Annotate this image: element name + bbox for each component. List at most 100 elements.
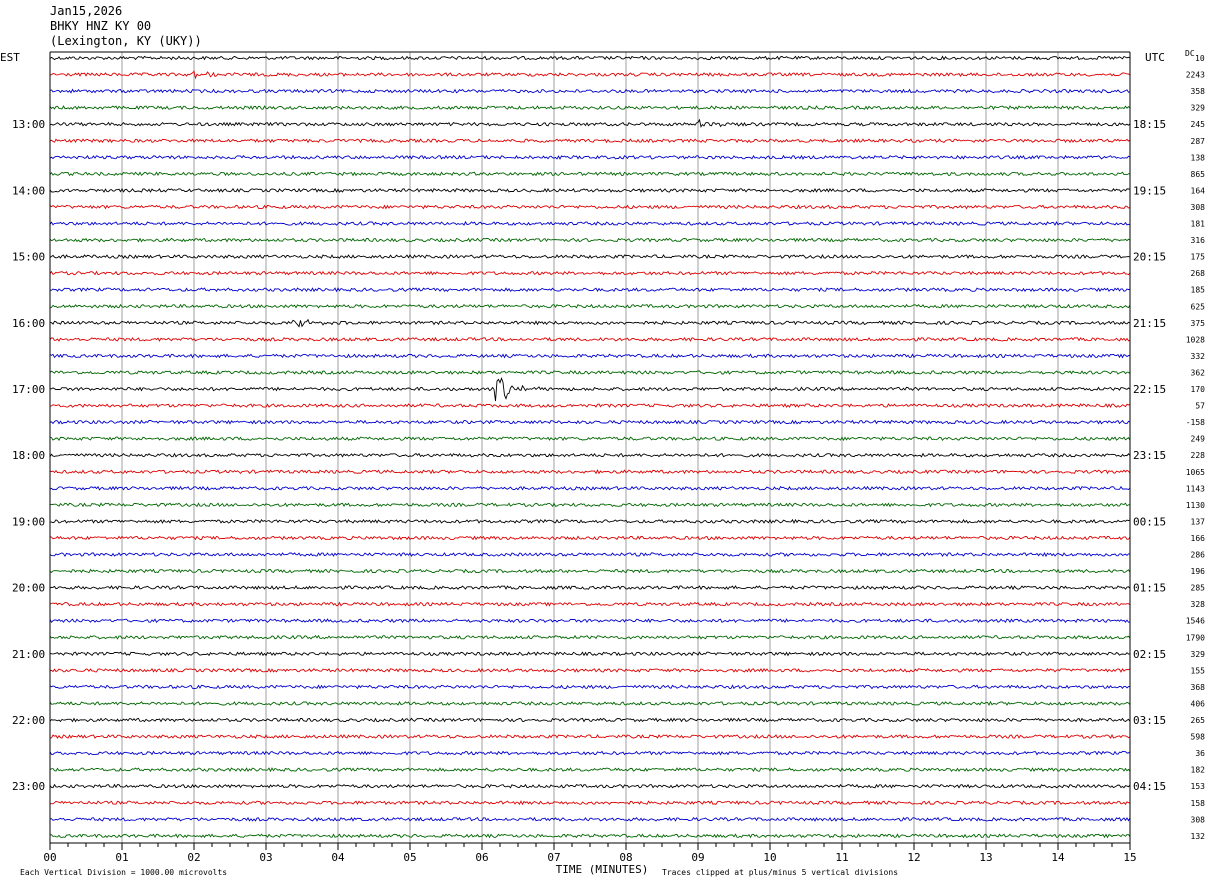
right-hour-label: 21:15 [1133, 317, 1166, 330]
header-location: (Lexington, KY (UKY)) [50, 34, 202, 48]
left-hour-label: 15:00 [12, 251, 45, 264]
dc-offset-label: 375 [1191, 319, 1206, 328]
trace-44 [49, 783, 1131, 789]
right-hour-label: 20:15 [1133, 251, 1166, 264]
dc-offset-label: 368 [1191, 683, 1206, 692]
footer-scale-note: Each Vertical Division = 1000.00 microvo… [20, 868, 227, 877]
trace-29 [49, 535, 1131, 541]
left-hour-label: 13:00 [12, 118, 45, 131]
x-tick-label: 02 [187, 851, 200, 864]
left-timezone-label: EST [0, 51, 20, 64]
dc-offset-label: 155 [1191, 666, 1206, 675]
dc-label: DC [1185, 49, 1195, 58]
x-tick-label: 00 [43, 851, 56, 864]
dc-offset-label: 36 [1195, 749, 1205, 758]
trace-21 [49, 403, 1131, 408]
dc-offset-label: 164 [1191, 186, 1206, 195]
header-date: Jan15,2026 [50, 4, 123, 18]
trace-9 [49, 204, 1131, 210]
trace-24 [49, 452, 1131, 458]
dc-offset-label: 1790 [1186, 633, 1205, 642]
dc-offset-label: 166 [1191, 534, 1206, 543]
dc-offset-label: 170 [1191, 385, 1206, 394]
right-hour-label: 03:15 [1133, 714, 1166, 727]
left-hour-label: 22:00 [12, 714, 45, 727]
left-hour-label: 17:00 [12, 383, 45, 396]
dc-offset-label: 2243 [1186, 71, 1205, 80]
footer-clip-note: Traces clipped at plus/minus 5 vertical … [662, 868, 898, 877]
dc-offset-label: 332 [1191, 352, 1206, 361]
trace-8 [49, 187, 1131, 193]
trace-2 [49, 88, 1131, 94]
dc-offset-label: 249 [1191, 435, 1206, 444]
x-tick-label: 07 [547, 851, 560, 864]
trace-6 [49, 154, 1131, 160]
trace-43 [49, 767, 1131, 773]
left-hour-label: 23:00 [12, 780, 45, 793]
trace-17 [49, 336, 1131, 342]
dc-offset-label: 153 [1191, 782, 1206, 791]
dc-offset-label: 268 [1191, 269, 1206, 278]
right-hour-label: 04:15 [1133, 780, 1166, 793]
x-tick-label: 06 [475, 851, 488, 864]
trace-37 [49, 667, 1131, 673]
trace-39 [49, 700, 1131, 706]
left-hour-label: 18:00 [12, 449, 45, 462]
trace-5 [49, 138, 1131, 144]
trace-33 [49, 601, 1131, 607]
x-tick-label: 01 [115, 851, 128, 864]
trace-20 [50, 376, 1131, 402]
dc-offset-label: 625 [1191, 302, 1206, 311]
trace-30 [49, 551, 1130, 558]
trace-26 [49, 485, 1131, 491]
dc-offset-label: 1143 [1186, 484, 1205, 493]
dc-offset-label: 316 [1191, 236, 1206, 245]
x-axis-title: TIME (MINUTES) [556, 863, 649, 876]
dc-offset-label: 329 [1191, 650, 1206, 659]
trace-22 [49, 419, 1131, 425]
dc-offset-label: 132 [1191, 832, 1206, 841]
dc-offset-label: 265 [1191, 716, 1206, 725]
dc-offset-label: 158 [1191, 799, 1206, 808]
dc-offset-label: 196 [1191, 567, 1206, 576]
dc-offset-label: -158 [1186, 418, 1205, 427]
trace-31 [49, 568, 1131, 574]
dc-offset-label: 865 [1191, 170, 1206, 179]
x-tick-label: 14 [1051, 851, 1065, 864]
dc-offset-label: 308 [1191, 203, 1206, 212]
trace-13 [49, 270, 1131, 276]
dc-offset-label: 287 [1191, 137, 1206, 146]
trace-23 [49, 436, 1131, 442]
right-hour-label: 02:15 [1133, 648, 1166, 661]
left-hour-label: 20:00 [12, 582, 45, 595]
trace-0 [49, 55, 1131, 61]
dc-offset-label: 328 [1191, 600, 1206, 609]
dc-offset-label: 175 [1191, 253, 1206, 262]
x-tick-label: 13 [979, 851, 992, 864]
trace-41 [49, 733, 1131, 739]
trace-25 [49, 469, 1131, 475]
x-tick-label: 09 [691, 851, 704, 864]
x-tick-label: 12 [907, 851, 920, 864]
dc-offset-label: 358 [1191, 87, 1206, 96]
trace-14 [49, 287, 1131, 293]
trace-1 [49, 70, 1131, 80]
dc-offset-label: 329 [1191, 104, 1206, 113]
dc-offset-label: 185 [1191, 286, 1206, 295]
dc-offset-label: 598 [1191, 733, 1206, 742]
right-hour-label: 01:15 [1133, 582, 1166, 595]
dc-offset-label: 1028 [1186, 335, 1205, 344]
dc-offset-label: 245 [1191, 120, 1206, 129]
dc-offset-label: 406 [1191, 699, 1206, 708]
right-hour-label: 19:15 [1133, 184, 1166, 197]
trace-28 [49, 518, 1131, 525]
header-station: BHKY HNZ KY 00 [50, 19, 152, 33]
trace-16 [49, 318, 1131, 328]
dc-offset-label: 1546 [1186, 617, 1205, 626]
axes [49, 51, 1131, 850]
trace-15 [49, 303, 1131, 309]
trace-38 [49, 684, 1131, 690]
trace-32 [49, 585, 1131, 591]
trace-40 [49, 717, 1131, 723]
